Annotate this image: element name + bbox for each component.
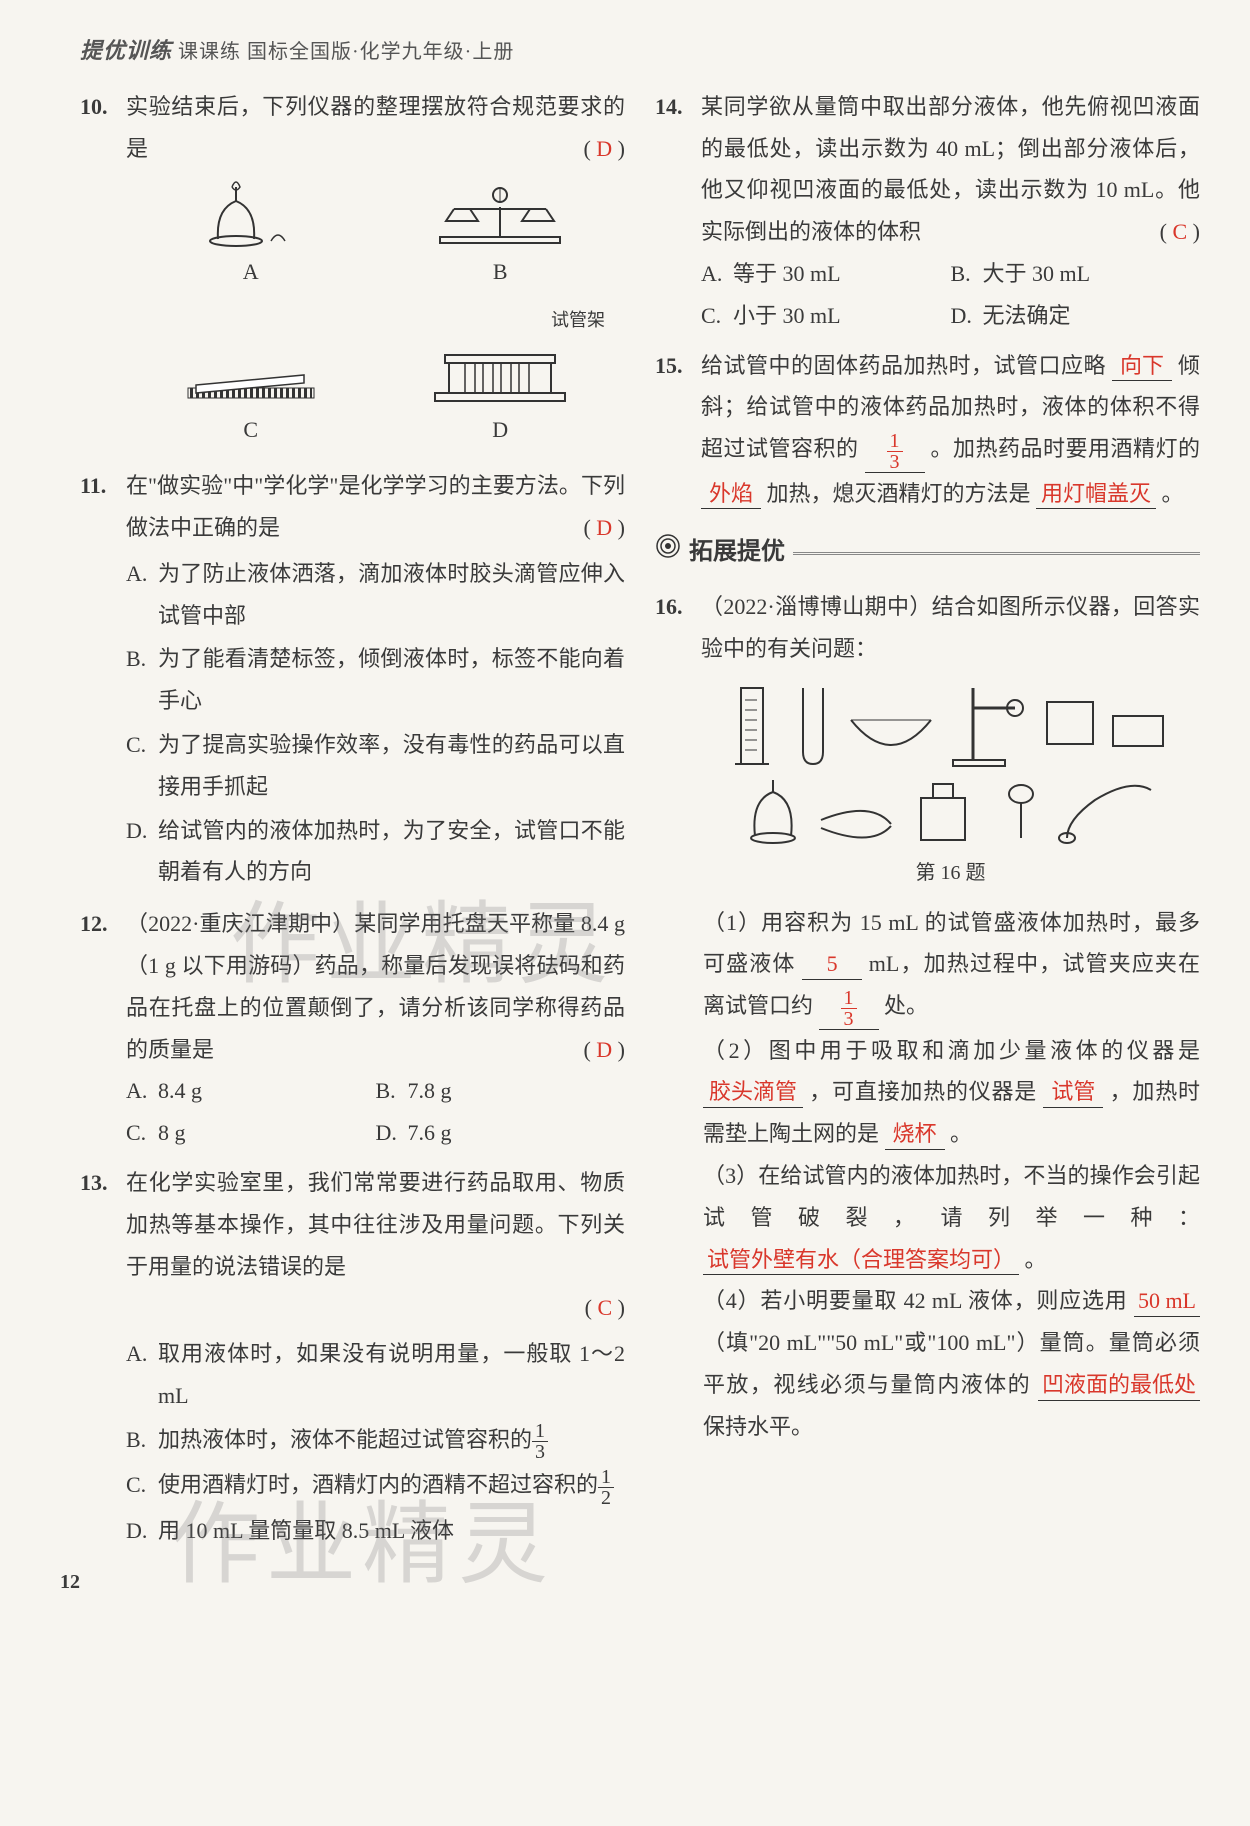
q10-figures-row2: C 试管架 D (126, 303, 625, 451)
q10-fig-a: A (126, 179, 376, 293)
q15-blank-1: 向下 (1120, 353, 1164, 378)
q15-blank-3: 外焰 (709, 481, 753, 506)
q13-opt-a: A.取用液体时，如果没有说明用量，一般取 1～2 mL (126, 1333, 625, 1417)
q14-opt-d: D.无法确定 (951, 295, 1201, 337)
q16-part-4: （4）若小明要量取 42 mL 液体，则应选用 50 mL （填"20 mL""… (701, 1280, 1200, 1447)
page-number: 12 (60, 1563, 80, 1601)
q11-num: 11. (80, 465, 126, 895)
q10-fig-b-label: B (376, 251, 626, 293)
q10-fig-a-label: A (126, 251, 376, 293)
q13-opt-d: D.用 10 mL 量筒量取 8.5 mL 液体 (126, 1510, 625, 1552)
target-icon (655, 530, 681, 576)
q13-num: 13. (80, 1162, 126, 1553)
q16-figure: 第 16 题 (701, 680, 1200, 892)
q13-answer: C (597, 1295, 612, 1320)
q10-fig-b: B (376, 179, 626, 293)
q16-p1-b1: 5 (827, 951, 838, 976)
q10-stem: 实验结束后，下列仪器的整理摆放符合规范要求的是 ( D ) (126, 86, 625, 170)
q10-fig-d: 试管架 D (376, 303, 626, 451)
q10-fig-c-label: C (126, 409, 376, 451)
q14-opt-a: A.等于 30 mL (701, 253, 951, 295)
q16-fig-label: 第 16 题 (701, 854, 1200, 892)
question-15: 15. 给试管中的固体药品加热时，试管口应略 向下 倾斜；给试管中的液体药品加热… (655, 345, 1200, 515)
q13-stem: 在化学实验室里，我们常常要进行药品取用、物质加热等基本操作，其中往往涉及用量问题… (126, 1162, 625, 1287)
q10-answer: D (596, 136, 612, 161)
section-rule (793, 552, 1200, 555)
q14-answer: C (1172, 219, 1187, 244)
q11-answer: D (596, 515, 612, 540)
question-13: 13. 在化学实验室里，我们常常要进行药品取用、物质加热等基本操作，其中往往涉及… (80, 1162, 625, 1553)
q12-opt-c: C.8 g (126, 1112, 376, 1154)
content-columns: 10. 实验结束后，下列仪器的整理摆放符合规范要求的是 ( D ) (80, 86, 1200, 1562)
q13-answer-paren: ( C ) (126, 1287, 625, 1329)
page-header: 提优训练 课课练 国标全国版·化学九年级·上册 (80, 30, 1200, 72)
right-column: 14. 某同学欲从量筒中取出部分液体，他先俯视凹液面的最低处，读出示数为 40 … (655, 86, 1200, 1562)
question-14: 14. 某同学欲从量筒中取出部分液体，他先俯视凹液面的最低处，读出示数为 40 … (655, 86, 1200, 337)
left-column: 10. 实验结束后，下列仪器的整理摆放符合规范要求的是 ( D ) (80, 86, 625, 1562)
q13-opt-c: C. 使用酒精灯时，酒精灯内的酒精不超过容积的12 (126, 1464, 625, 1507)
header-sub: 课课练 国标全国版·化学九年级·上册 (178, 41, 514, 63)
q11-opt-a: A.为了防止液体洒落，滴加液体时胶头滴管应伸入试管中部 (126, 553, 625, 637)
q12-opt-d: D.7.6 g (376, 1112, 626, 1154)
q16-p2-b3: 烧杯 (893, 1121, 937, 1146)
q16-p4-b1: 50 mL (1138, 1288, 1196, 1313)
q10-fig-d-label: D (376, 409, 626, 451)
q11-opt-b: B.为了能看清楚标签，倾倒液体时，标签不能向着手心 (126, 638, 625, 722)
q12-answer-paren: ( D ) (583, 1029, 625, 1071)
q10-figures-row1: A B (126, 179, 625, 293)
q14-stem: 某同学欲从量筒中取出部分液体，他先俯视凹液面的最低处，读出示数为 40 mL；倒… (701, 86, 1200, 253)
q14-num: 14. (655, 86, 701, 337)
q11-opt-c: C.为了提高实验操作效率，没有毒性的药品可以直接用手抓起 (126, 724, 625, 808)
q15-blank-2: 13 (887, 431, 903, 472)
q13-opt-b: B. 加热液体时，液体不能超过试管容积的13 (126, 1419, 625, 1462)
question-12: 12. （2022·重庆江津期中）某同学用托盘天平称量 8.4 g（1 g 以下… (80, 903, 625, 1154)
question-11: 11. 在"做实验"中"学化学"是化学学习的主要方法。下列做法中正确的是 ( D… (80, 465, 625, 895)
q12-num: 12. (80, 903, 126, 1154)
q15-blank-4: 用灯帽盖灭 (1041, 481, 1151, 506)
q15-text-5: 。 (1162, 481, 1184, 506)
q15-text-3: 。加热药品时要用酒精灯的 (931, 436, 1200, 461)
q12-answer: D (596, 1037, 612, 1062)
q16-num: 16. (655, 586, 701, 1448)
q16-part-2: （2）图中用于吸取和滴加少量液体的仪器是 胶头滴管 ，可直接加热的仪器是 试管 … (701, 1030, 1200, 1155)
q15-text-4: 加热，熄灭酒精灯的方法是 (767, 481, 1031, 506)
q10-answer-paren: ( D ) (583, 128, 625, 170)
q14-opt-b: B.大于 30 mL (951, 253, 1201, 295)
q12-opt-a: A.8.4 g (126, 1070, 376, 1112)
q11-answer-paren: ( D ) (583, 507, 625, 549)
question-10: 10. 实验结束后，下列仪器的整理摆放符合规范要求的是 ( D ) (80, 86, 625, 457)
q10-fig-c: C (126, 347, 376, 451)
q14-answer-paren: ( C ) (1160, 211, 1200, 253)
q16-p1-frac: 13 (841, 988, 857, 1029)
q16-part-3: （3）在给试管内的液体加热时，不当的操作会引起试管破裂，请列举一种： 试管外壁有… (701, 1155, 1200, 1280)
q14-opt-c: C.小于 30 mL (701, 295, 951, 337)
q10-rack-label: 试管架 (376, 303, 626, 337)
q16-part-1: （1）用容积为 15 mL 的试管盛液体加热时，最多可盛液体 5 mL，加热过程… (701, 902, 1200, 1030)
q12-opt-b: B.7.8 g (376, 1070, 626, 1112)
section-title: 拓展提优 (655, 530, 1200, 576)
q15-num: 15. (655, 345, 701, 515)
q15-text-1: 给试管中的固体药品加热时，试管口应略 (701, 353, 1106, 378)
q16-p2-b2: 试管 (1051, 1079, 1095, 1104)
q10-num: 10. (80, 86, 126, 457)
question-16: 16. （2022·淄博博山期中）结合如图所示仪器，回答实验中的有关问题： (655, 586, 1200, 1448)
q11-stem: 在"做实验"中"学化学"是化学学习的主要方法。下列做法中正确的是 ( D ) (126, 465, 625, 549)
q12-stem: （2022·重庆江津期中）某同学用托盘天平称量 8.4 g（1 g 以下用游码）… (126, 903, 625, 1070)
q16-p4-b2: 凹液面的最低处 (1042, 1372, 1196, 1397)
q11-opt-d: D.给试管内的液体加热时，为了安全，试管口不能朝着有人的方向 (126, 810, 625, 894)
q16-p2-b1: 胶头滴管 (709, 1079, 797, 1104)
header-brand: 提优训练 (80, 38, 172, 63)
q16-p3-b1: 试管外壁有水（合理答案均可） (707, 1247, 1015, 1272)
section-title-text: 拓展提优 (689, 530, 785, 576)
q16-stem: （2022·淄博博山期中）结合如图所示仪器，回答实验中的有关问题： (701, 586, 1200, 670)
